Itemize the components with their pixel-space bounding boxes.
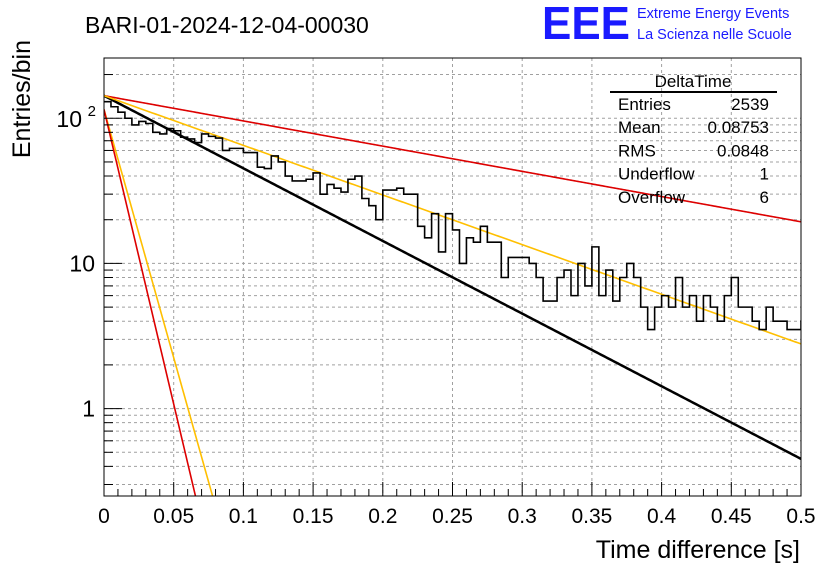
stats-title: DeltaTime [655, 72, 732, 91]
y-tick-label: 10 [56, 106, 82, 132]
stats-value: 6 [760, 188, 769, 207]
stats-value: 2539 [731, 95, 769, 114]
x-axis-label: Time difference [s] [596, 536, 800, 564]
x-tick-label: 0.5 [786, 505, 815, 528]
y-tick-label: 1 [82, 396, 95, 422]
y-tick-exponent: 2 [88, 103, 96, 120]
stats-box: DeltaTime Entries 2539 Mean 0.08753 RMS 0.084… [610, 72, 777, 207]
y-tick-label: 10 [69, 250, 95, 276]
x-tick-label: 0.05 [153, 505, 194, 528]
x-tick-label: 0.2 [368, 505, 397, 528]
x-tick-label: 0.35 [571, 505, 612, 528]
fit-curve-fit_main [104, 94, 801, 460]
x-tick-label: 0.25 [432, 505, 473, 528]
stats-label: Underflow [618, 165, 695, 184]
stats-rows: Entries 2539 Mean 0.08753 RMS 0.0848 Underflow… [618, 95, 769, 207]
x-tick-label: 0.45 [711, 505, 752, 528]
fit-curve-fit_red_fast [104, 109, 197, 496]
x-tick-label: 0.4 [647, 505, 677, 528]
axis-ticks [103, 74, 802, 496]
x-tick-label: 0.3 [508, 505, 537, 528]
stats-label: Overflow [618, 188, 686, 207]
x-tick-label: 0.15 [293, 505, 334, 528]
tick-labels: 0 0.05 0.1 0.15 0.2 0.25 0.3 0.35 0.4 0.45 0.5 1 10 1… [56, 103, 815, 528]
stats-value: 1 [760, 165, 769, 184]
y-axis-label: Entries/bin [8, 40, 36, 158]
stats-value: 0.0848 [717, 141, 769, 160]
stats-label: Entries [618, 95, 671, 114]
grid [104, 58, 801, 496]
stats-label: Mean [618, 118, 661, 137]
stats-value: 0.08753 [708, 118, 769, 137]
brand-line-1: Extreme Energy Events [637, 6, 789, 22]
x-tick-label: 0 [98, 505, 110, 528]
histogram-outline [104, 100, 801, 331]
histogram [104, 100, 801, 331]
brand-line-2: La Scienza nelle Scuole [637, 27, 792, 43]
chart-title: BARI-01-2024-12-04-00030 [85, 12, 369, 38]
eee-logo-text: EEE [542, 0, 630, 49]
eee-logo: EEE Extreme Energy Events La Scienza nel… [542, 0, 792, 49]
stats-label: RMS [618, 141, 656, 160]
fit-curve-fit_orange_fast [104, 109, 214, 496]
fit-curve-fit_red_slow [104, 94, 801, 223]
x-tick-label: 0.1 [229, 505, 258, 528]
